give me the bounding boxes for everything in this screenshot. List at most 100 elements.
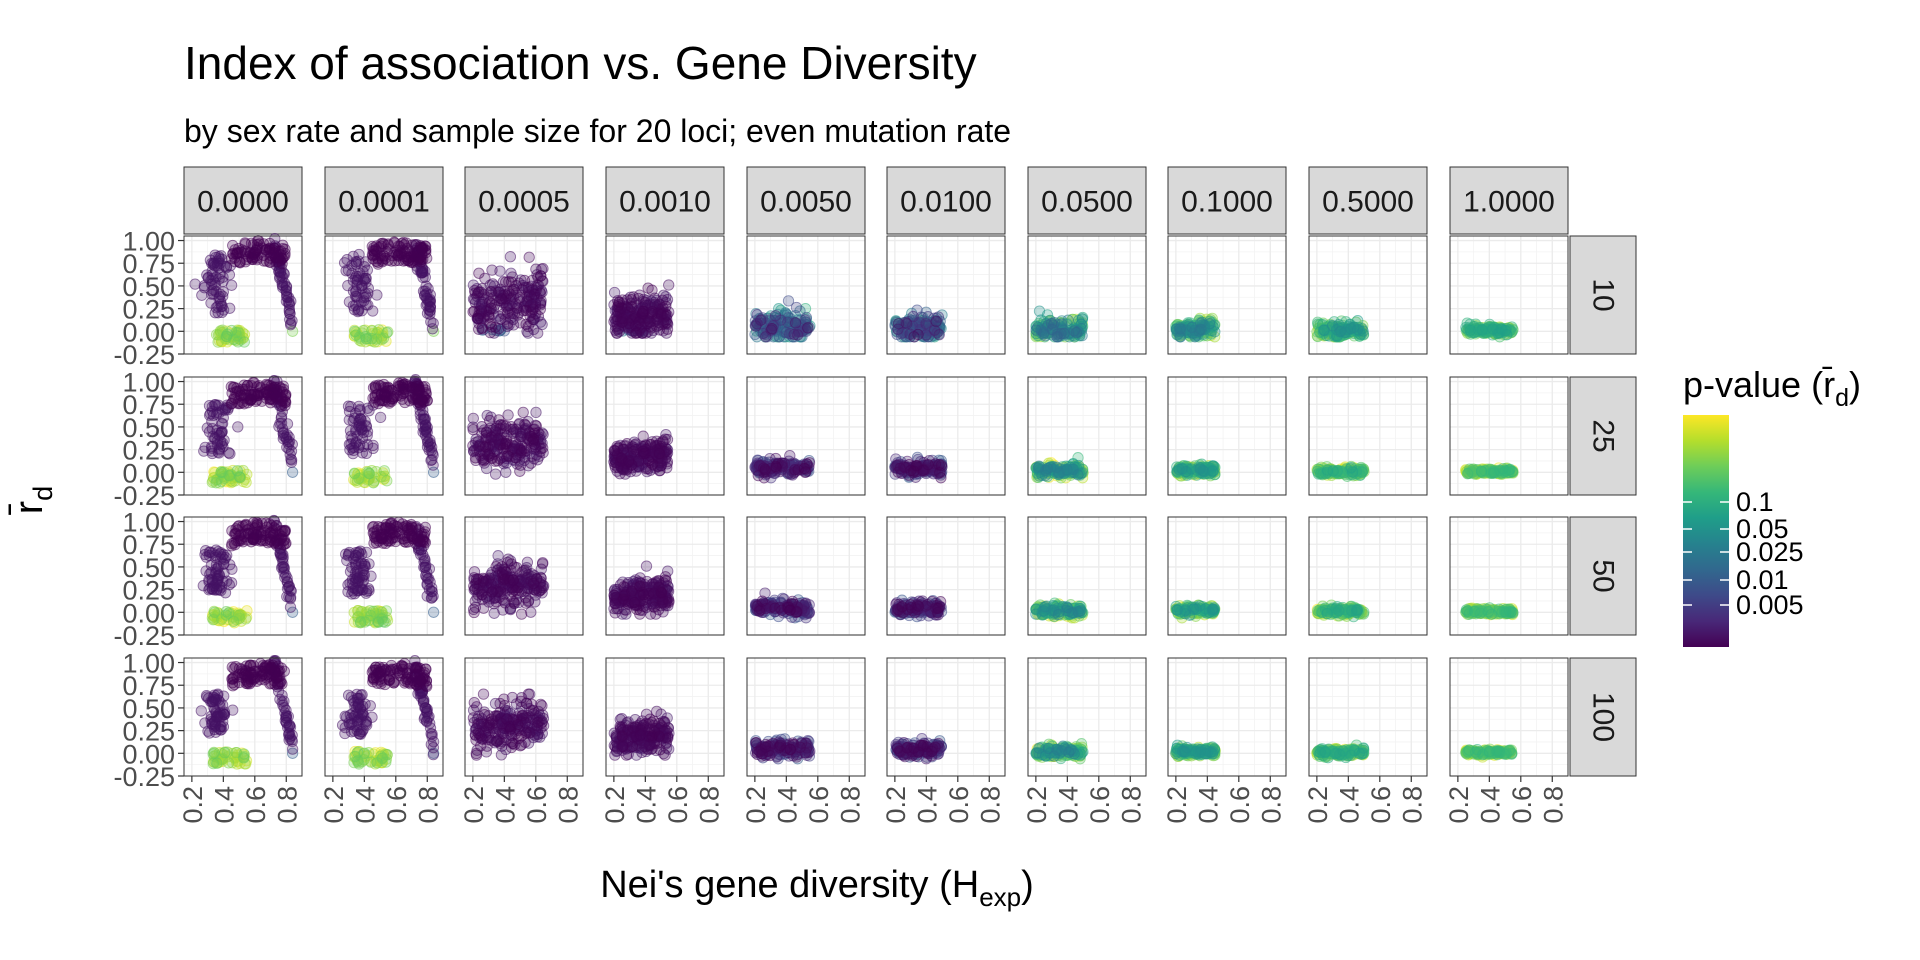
data-point: [894, 462, 906, 475]
data-point: [637, 430, 649, 442]
data-point: [273, 528, 285, 540]
facet-col-label: 0.0100: [900, 186, 992, 219]
data-point: [630, 327, 643, 339]
data-point: [356, 432, 369, 445]
data-point: [912, 328, 924, 341]
data-point: [239, 237, 251, 249]
data-point: [343, 414, 355, 426]
panel-r2-c2: [464, 516, 584, 636]
data-point: [501, 318, 514, 330]
facet-row-label: 100: [1587, 692, 1620, 742]
data-point: [283, 443, 295, 455]
data-point: [535, 572, 547, 584]
data-point: [1475, 465, 1488, 477]
data-point: [510, 298, 522, 310]
data-point: [353, 472, 365, 485]
data-point: [359, 616, 371, 628]
data-point: [211, 424, 223, 436]
data-point: [357, 266, 369, 278]
data-point: [500, 276, 512, 288]
data-point: [405, 525, 417, 537]
data-point: [532, 327, 544, 339]
data-point: [613, 296, 626, 308]
data-point: [486, 586, 498, 598]
data-point: [275, 411, 288, 423]
data-point: [383, 397, 395, 409]
data-point: [225, 279, 238, 291]
data-point: [1487, 323, 1499, 335]
data-point: [502, 307, 514, 319]
data-point: [419, 271, 431, 283]
facet-col-label: 0.5000: [1322, 186, 1414, 219]
data-point: [646, 458, 659, 470]
data-point: [892, 317, 905, 330]
facet-strip-col-1: 0.0001: [324, 166, 444, 235]
facet-strip-row-1: 25: [1569, 376, 1637, 496]
data-point: [502, 409, 514, 421]
data-point: [286, 466, 299, 478]
data-point: [421, 573, 434, 585]
data-point: [417, 421, 429, 433]
data-point: [189, 278, 201, 290]
panel-r0-c4: [746, 235, 866, 355]
data-point: [798, 462, 811, 475]
panel-r1-c1: [324, 374, 444, 496]
data-point: [407, 381, 419, 393]
panel-r1-c6: [1027, 376, 1147, 496]
data-point: [525, 457, 537, 469]
data-point: [196, 289, 208, 301]
panel-r0-c8: [1308, 235, 1428, 355]
data-point: [286, 315, 298, 327]
panel-r1-c7: [1167, 376, 1287, 496]
data-point: [217, 558, 230, 571]
panel-r1-c3: [605, 376, 725, 496]
facet-col-label: 0.1000: [1181, 186, 1273, 219]
data-point: [220, 609, 232, 621]
data-point: [1464, 324, 1476, 336]
panel-r1-c4: [746, 376, 866, 496]
data-point: [502, 449, 514, 462]
panel-r2-c3: [605, 516, 725, 636]
facet-strip-col-5: 0.0100: [886, 166, 1006, 235]
data-point: [470, 573, 483, 585]
data-point: [427, 606, 440, 618]
panel-r0-c1: [324, 235, 444, 355]
data-point: [342, 400, 355, 412]
data-point: [215, 584, 227, 597]
data-point: [1061, 464, 1073, 476]
data-point: [933, 329, 945, 341]
data-point: [1072, 469, 1084, 481]
facet-strip-col-2: 0.0005: [464, 166, 584, 235]
panel-r0-c2: [464, 235, 584, 355]
data-point: [534, 287, 546, 299]
data-point: [1076, 313, 1088, 325]
data-point: [349, 325, 361, 338]
data-point: [1345, 462, 1357, 474]
facet-strip-col-4: 0.0050: [746, 166, 866, 235]
data-point: [480, 426, 493, 438]
data-point: [215, 250, 227, 262]
data-point: [507, 423, 519, 435]
data-point: [1357, 325, 1369, 337]
data-point: [640, 327, 652, 339]
data-point: [387, 528, 400, 540]
data-point: [661, 309, 673, 321]
data-point: [497, 419, 509, 431]
data-point: [251, 390, 264, 402]
data-point: [646, 305, 658, 318]
data-point: [419, 290, 431, 302]
data-point: [657, 436, 669, 448]
data-point: [1335, 325, 1347, 337]
data-point: [350, 546, 362, 559]
data-point: [663, 279, 675, 291]
data-point: [467, 440, 479, 452]
data-point: [476, 322, 488, 335]
data-point: [215, 466, 227, 478]
data-point: [920, 317, 932, 330]
data-point: [508, 596, 520, 608]
facet-col-label: 0.0001: [338, 186, 430, 219]
data-point: [790, 301, 803, 314]
data-point: [789, 317, 802, 329]
facet-strip-col-3: 0.0010: [605, 166, 725, 235]
data-point: [930, 315, 942, 328]
